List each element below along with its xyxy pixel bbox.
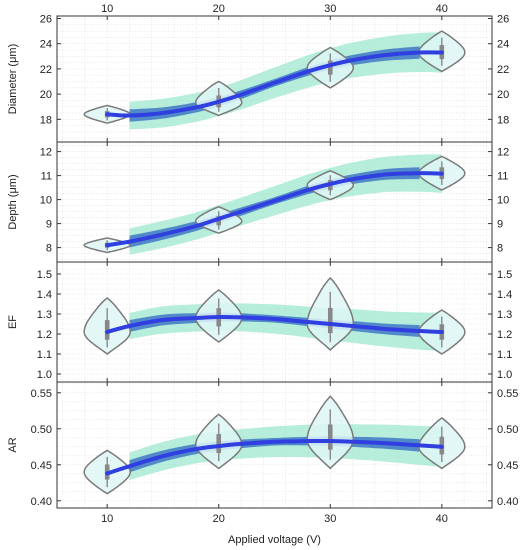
fit-line bbox=[105, 314, 444, 334]
x-tick-label-top: 20 bbox=[213, 3, 225, 15]
y-tick-label: 0.50 bbox=[31, 424, 52, 436]
y-tick-label: 1.4 bbox=[497, 289, 512, 301]
y-tick-label: 1.5 bbox=[497, 269, 512, 281]
y-tick-label: 0.40 bbox=[31, 496, 52, 508]
panel-3: 1.0 1.0 1.1 1.1 1.2 1.2 1.3 1.3 1.4 1.4 1.5 1.5 EF bbox=[7, 261, 512, 383]
box-10v bbox=[104, 320, 110, 340]
x-tick-label-bottom: 20 bbox=[213, 513, 225, 525]
y-tick-label: 12 bbox=[40, 147, 52, 159]
box-20v bbox=[216, 434, 222, 453]
y-tick-label: 22 bbox=[497, 64, 509, 76]
y-tick-label: 0.55 bbox=[31, 388, 52, 400]
y-tick-label: 26 bbox=[497, 14, 509, 26]
y-tick-label: 9 bbox=[46, 219, 52, 231]
violins bbox=[83, 276, 466, 355]
fit-line bbox=[105, 171, 444, 248]
confidence-band bbox=[129, 167, 420, 248]
box-30v bbox=[327, 307, 333, 334]
y-tick-label: 1.3 bbox=[37, 309, 52, 321]
y-tick-label: 18 bbox=[40, 114, 52, 126]
y-tick-label: 1.2 bbox=[37, 329, 52, 341]
y-tick-label: 1.5 bbox=[37, 269, 52, 281]
panel-2: 8 8 9 9 10 10 11 11 12 12 Depth (μm) bbox=[7, 141, 509, 263]
x-tick-label-bottom: 10 bbox=[101, 513, 113, 525]
y-tick-label: 1.0 bbox=[37, 369, 52, 381]
y-tick-label: 1.0 bbox=[497, 369, 512, 381]
y-axis-label: Diameter (μm) bbox=[7, 44, 19, 115]
y-axis-label: EF bbox=[7, 315, 19, 329]
box-30v bbox=[327, 60, 333, 75]
y-tick-label: 0.50 bbox=[497, 424, 518, 436]
y-tick-label: 1.1 bbox=[497, 349, 512, 361]
y-tick-label: 11 bbox=[41, 171, 52, 183]
y-tick-label: 10 bbox=[497, 195, 509, 207]
y-tick-label: 20 bbox=[40, 89, 52, 101]
y-axis-label: Depth (μm) bbox=[7, 174, 19, 229]
y-tick-label: 26 bbox=[40, 14, 52, 26]
y-tick-label: 11 bbox=[497, 171, 508, 183]
y-tick-label: 0.45 bbox=[31, 460, 52, 472]
y-tick-label: 0.55 bbox=[497, 388, 518, 400]
fit-line bbox=[105, 50, 444, 118]
x-axis-label: Applied voltage (V) bbox=[228, 534, 321, 546]
y-tick-label: 10 bbox=[40, 195, 52, 207]
y-tick-label: 22 bbox=[40, 64, 52, 76]
y-tick-label: 24 bbox=[497, 39, 509, 51]
panel-1: 18 18 20 20 22 22 24 24 26 26 Diameter (μm) bbox=[7, 14, 509, 143]
x-tick-label-bottom: 40 bbox=[436, 513, 448, 525]
panel-4: 0.40 0.40 0.45 0.45 0.50 0.50 0.55 0.55 AR bbox=[7, 381, 518, 509]
y-tick-label: 8 bbox=[497, 243, 503, 255]
y-tick-label: 18 bbox=[497, 114, 509, 126]
panel-frame bbox=[56, 381, 493, 509]
y-tick-label: 1.2 bbox=[497, 329, 512, 341]
fit-line bbox=[105, 438, 444, 476]
y-tick-label: 0.40 bbox=[497, 496, 518, 508]
x-tick-label-top: 40 bbox=[436, 3, 448, 15]
y-axis-label: AR bbox=[7, 437, 19, 452]
x-tick-label-bottom: 30 bbox=[324, 513, 336, 525]
x-tick-label-top: 30 bbox=[324, 3, 336, 15]
y-tick-label: 1.3 bbox=[497, 309, 512, 321]
y-tick-label: 9 bbox=[497, 219, 503, 231]
violins bbox=[83, 395, 466, 495]
y-tick-label: 0.45 bbox=[497, 460, 518, 472]
y-tick-label: 24 bbox=[40, 39, 52, 51]
x-tick-label-top: 10 bbox=[101, 3, 113, 15]
y-tick-label: 1.1 bbox=[37, 349, 52, 361]
box-30v bbox=[327, 424, 333, 450]
y-tick-label: 20 bbox=[497, 89, 509, 101]
y-tick-label: 8 bbox=[46, 243, 52, 255]
y-tick-label: 12 bbox=[497, 147, 509, 159]
y-tick-label: 1.4 bbox=[37, 289, 52, 301]
